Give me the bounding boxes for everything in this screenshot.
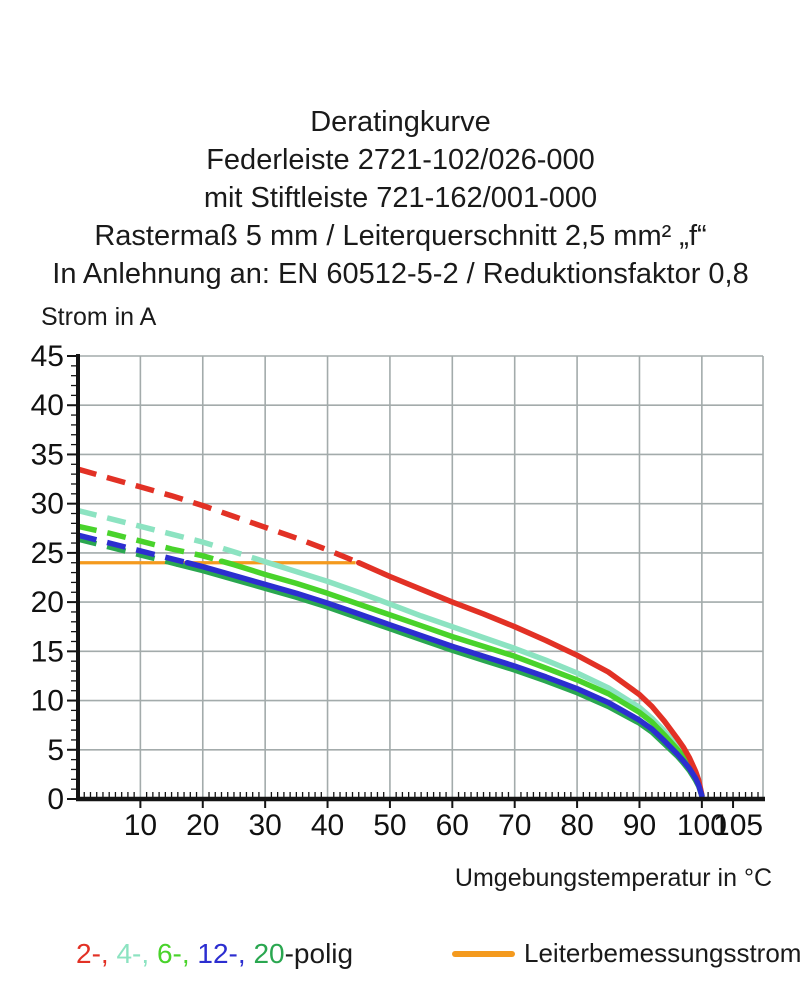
y-tick-label: 25 (31, 537, 64, 570)
curve-dashed-2-polig (77, 466, 360, 566)
y-tick-label: 40 (31, 389, 64, 422)
legend-pole-label: 4-, (116, 938, 157, 969)
curve-2-polig (355, 559, 705, 798)
x-tick-label: 50 (373, 809, 406, 842)
chart-title-line-1: Deratingkurve (310, 106, 491, 138)
y-tick-label: 0 (47, 783, 64, 816)
y-tick-label: 15 (31, 635, 64, 668)
curve-6-polig (218, 558, 705, 799)
legend-pole-label: 20 (253, 938, 285, 969)
x-tick-label: 60 (436, 809, 469, 842)
x-tick-label: 80 (560, 809, 593, 842)
chart-title-line-5: In Anlehnung an: EN 60512-5-2 / Reduktio… (52, 258, 749, 290)
curve-12-polig (184, 559, 705, 799)
y-axis-title: Strom in A (41, 303, 157, 331)
poles-legend: 2-, 4-, 6-, 12-, 20-polig (76, 938, 353, 970)
curve-dashed-12-polig (77, 532, 188, 566)
chart-title-line-2: Federleiste 2721-102/026-000 (206, 144, 595, 176)
curve-dashed-20-polig (77, 536, 179, 567)
x-tick-label: 30 (248, 809, 281, 842)
rated-current-legend: Leiterbemessungsstrom (452, 938, 801, 969)
y-tick-label: 5 (47, 734, 64, 767)
curve-dashed-6-polig (77, 523, 223, 564)
legend-pole-label: -polig (284, 938, 354, 969)
curve-dashed-4-polig (77, 507, 270, 566)
y-tick-label: 20 (31, 586, 64, 619)
y-tick-label: 35 (31, 438, 64, 471)
legend-pole-label: 6-, (156, 938, 198, 969)
x-tick-label: 100 (677, 809, 727, 842)
y-tick-label: 45 (31, 340, 64, 373)
y-tick-label: 10 (31, 685, 64, 718)
x-tick-label: 40 (311, 809, 344, 842)
rated-current-label: Leiterbemessungsstrom (524, 938, 801, 968)
rated-current-line-swatch (452, 950, 515, 957)
x-axis-title: Umgebungstemperatur in °C (454, 864, 772, 892)
x-tick-label: 70 (498, 809, 531, 842)
legend-pole-label: 12-, (197, 938, 254, 969)
chart-title-line-3: mit Stiftleiste 721-162/001-000 (203, 182, 598, 214)
x-tick-label: 90 (623, 809, 656, 842)
y-tick-label: 30 (31, 488, 64, 521)
x-tick-label: 20 (186, 809, 219, 842)
chart-title: Deratingkurve Federleiste 2721-102/026-0… (0, 103, 801, 293)
x-tick-label: 105 (713, 809, 763, 842)
chart-title-line-4: Rastermaß 5 mm / Leiterquerschnitt 2,5 m… (94, 220, 707, 252)
x-tick-label: 10 (124, 809, 157, 842)
legend-pole-label: 2-, (76, 938, 117, 969)
